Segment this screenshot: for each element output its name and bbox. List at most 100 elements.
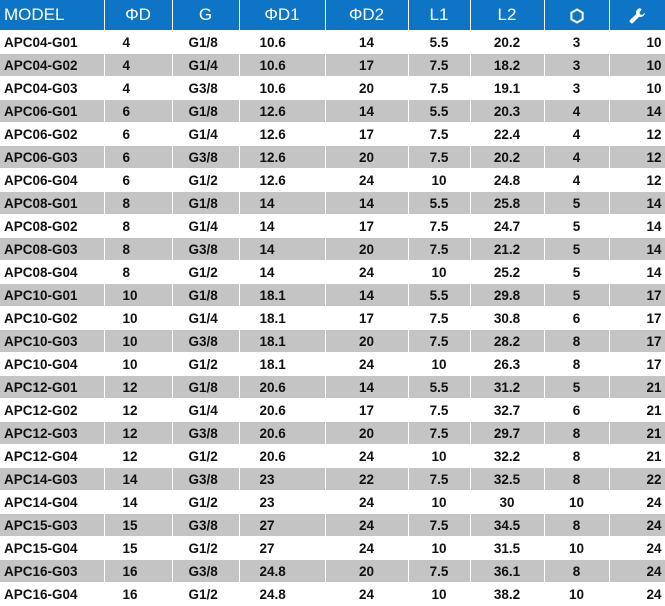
- wrench-size-cell: 24: [609, 536, 665, 560]
- length-l1-cell: 5.5: [408, 30, 471, 54]
- diameter-d2-cell: 24: [325, 490, 409, 514]
- table-row: APC16-G04 16 G1/2 24.8 24 10 38.2 10 24: [0, 582, 665, 606]
- length-l1-cell: 10: [408, 490, 471, 514]
- header-thread: G: [172, 0, 240, 31]
- length-l2-cell: 38.2: [470, 582, 545, 606]
- hex-size-cell: 10: [544, 490, 610, 514]
- diameter-d1-cell: 23: [239, 467, 326, 491]
- hex-size-cell: 4: [544, 99, 610, 123]
- outer-diameter-cell: 12: [104, 421, 173, 445]
- thread-cell: G1/2: [172, 444, 240, 468]
- thread-cell: G1/2: [172, 168, 240, 192]
- thread-cell: G1/8: [172, 99, 240, 123]
- length-l1-cell: 5.5: [408, 191, 471, 215]
- diameter-d1-cell: 10.6: [239, 76, 326, 100]
- diameter-d2-cell: 24: [325, 513, 409, 537]
- diameter-d2-cell: 22: [325, 467, 409, 491]
- model-cell: APC10-G02: [0, 306, 105, 330]
- table-row: APC10-G04 10 G1/2 18.1 24 10 26.3 8 17: [0, 352, 665, 376]
- wrench-size-cell: 17: [609, 306, 665, 330]
- outer-diameter-cell: 16: [104, 582, 173, 606]
- hex-size-cell: 3: [544, 30, 610, 54]
- table-row: APC12-G04 12 G1/2 20.6 24 10 32.2 8 21: [0, 444, 665, 468]
- length-l1-cell: 10: [408, 536, 471, 560]
- diameter-d1-cell: 12.6: [239, 122, 326, 146]
- outer-diameter-cell: 15: [104, 536, 173, 560]
- table-row: APC08-G04 8 G1/2 14 24 10 25.2 5 14: [0, 260, 665, 284]
- diameter-d1-cell: 24.8: [239, 559, 326, 583]
- length-l1-cell: 5.5: [408, 99, 471, 123]
- hex-size-cell: 5: [544, 375, 610, 399]
- outer-diameter-cell: 4: [104, 30, 173, 54]
- table-row: APC06-G03 6 G3/8 12.6 20 7.5 20.2 4 12: [0, 145, 665, 169]
- outer-diameter-cell: 6: [104, 145, 173, 169]
- hex-size-cell: 5: [544, 283, 610, 307]
- wrench-size-cell: 21: [609, 444, 665, 468]
- model-cell: APC06-G04: [0, 168, 105, 192]
- length-l2-cell: 31.2: [470, 375, 545, 399]
- model-cell: APC06-G03: [0, 145, 105, 169]
- model-cell: APC04-G01: [0, 30, 105, 54]
- hex-size-cell: 5: [544, 214, 610, 238]
- length-l1-cell: 7.5: [408, 467, 471, 491]
- table-row: APC12-G01 12 G1/8 20.6 14 5.5 31.2 5 21: [0, 375, 665, 399]
- outer-diameter-cell: 16: [104, 559, 173, 583]
- length-l1-cell: 7.5: [408, 513, 471, 537]
- length-l1-cell: 5.5: [408, 283, 471, 307]
- diameter-d2-cell: 14: [325, 191, 409, 215]
- diameter-d1-cell: 18.1: [239, 283, 326, 307]
- wrench-size-cell: 14: [609, 260, 665, 284]
- diameter-d2-cell: 14: [325, 99, 409, 123]
- length-l2-cell: 32.7: [470, 398, 545, 422]
- thread-cell: G3/8: [172, 237, 240, 261]
- length-l2-cell: 20.2: [470, 145, 545, 169]
- diameter-d2-cell: 14: [325, 375, 409, 399]
- thread-cell: G1/2: [172, 582, 240, 606]
- hex-size-cell: 8: [544, 421, 610, 445]
- hex-size-cell: 4: [544, 168, 610, 192]
- wrench-size-cell: 12: [609, 145, 665, 169]
- hex-size-cell: 5: [544, 237, 610, 261]
- hex-size-cell: 10: [544, 582, 610, 606]
- diameter-d1-cell: 14: [239, 237, 326, 261]
- model-cell: APC10-G01: [0, 283, 105, 307]
- thread-cell: G1/4: [172, 214, 240, 238]
- wrench-size-cell: 24: [609, 559, 665, 583]
- length-l2-cell: 18.2: [470, 53, 545, 77]
- diameter-d2-cell: 24: [325, 260, 409, 284]
- hex-size-cell: 6: [544, 306, 610, 330]
- thread-cell: G3/8: [172, 467, 240, 491]
- header-length-l1: L1: [408, 0, 471, 31]
- outer-diameter-cell: 12: [104, 444, 173, 468]
- header-hex-size: [544, 0, 610, 31]
- hex-size-cell: 8: [544, 329, 610, 353]
- thread-cell: G3/8: [172, 76, 240, 100]
- thread-cell: G3/8: [172, 329, 240, 353]
- table-row: APC10-G03 10 G3/8 18.1 20 7.5 28.2 8 17: [0, 329, 665, 353]
- wrench-size-cell: 21: [609, 398, 665, 422]
- thread-cell: G1/2: [172, 352, 240, 376]
- length-l2-cell: 19.1: [470, 76, 545, 100]
- table-row: APC08-G03 8 G3/8 14 20 7.5 21.2 5 14: [0, 237, 665, 261]
- model-cell: APC16-G04: [0, 582, 105, 606]
- length-l2-cell: 26.3: [470, 352, 545, 376]
- length-l1-cell: 10: [408, 260, 471, 284]
- outer-diameter-cell: 12: [104, 375, 173, 399]
- wrench-size-cell: 10: [609, 53, 665, 77]
- wrench-size-cell: 14: [609, 191, 665, 215]
- table-row: APC15-G04 15 G1/2 27 24 10 31.5 10 24: [0, 536, 665, 560]
- table-row: APC06-G02 6 G1/4 12.6 17 7.5 22.4 4 12: [0, 122, 665, 146]
- diameter-d1-cell: 12.6: [239, 168, 326, 192]
- diameter-d1-cell: 14: [239, 214, 326, 238]
- diameter-d2-cell: 17: [325, 122, 409, 146]
- wrench-size-cell: 21: [609, 375, 665, 399]
- hex-size-cell: 8: [544, 467, 610, 491]
- diameter-d1-cell: 12.6: [239, 99, 326, 123]
- header-model: MODEL: [0, 0, 105, 31]
- table-row: APC14-G04 14 G1/2 23 24 10 30 10 24: [0, 490, 665, 514]
- length-l1-cell: 10: [408, 352, 471, 376]
- table-row: APC15-G03 15 G3/8 27 24 7.5 34.5 8 24: [0, 513, 665, 537]
- table-row: APC04-G01 4 G1/8 10.6 14 5.5 20.2 3 10: [0, 30, 665, 54]
- diameter-d2-cell: 20: [325, 145, 409, 169]
- length-l1-cell: 7.5: [408, 398, 471, 422]
